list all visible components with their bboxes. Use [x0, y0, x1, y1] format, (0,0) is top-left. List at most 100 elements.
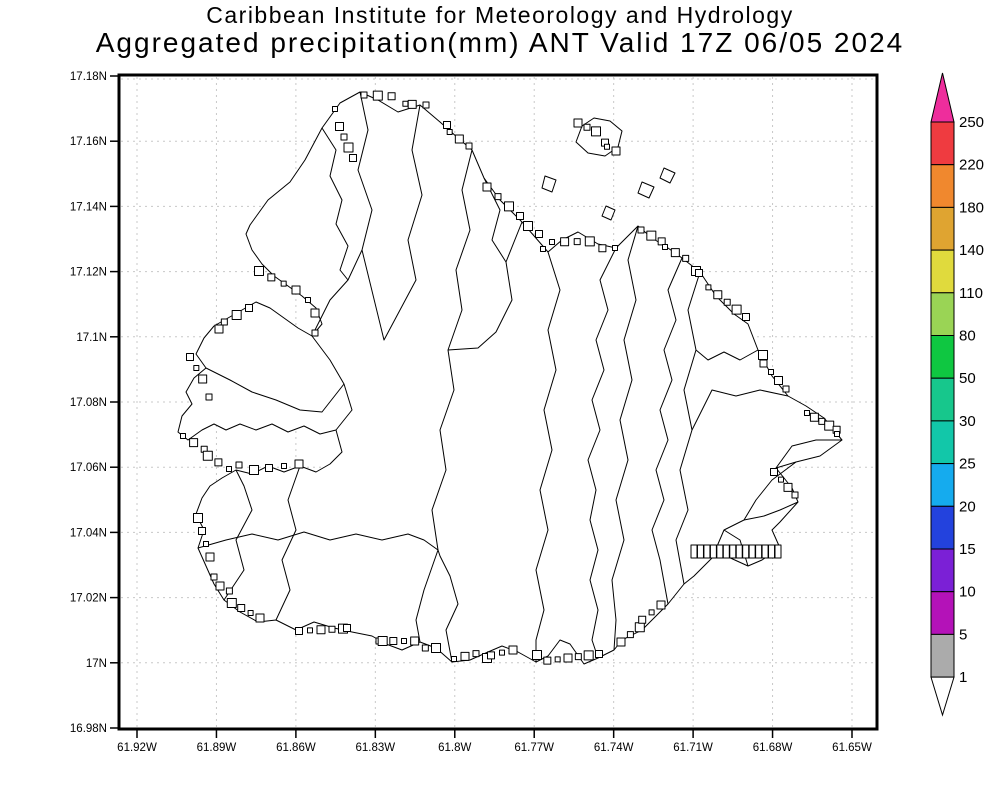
- plot-title-institution: Caribbean Institute for Meteorology and …: [206, 2, 794, 28]
- islet: [659, 167, 676, 184]
- coastal-cell: [205, 552, 215, 562]
- y-tick-label: 17.02N: [70, 593, 107, 605]
- coastal-cell: [189, 438, 199, 448]
- coastal-cell: [612, 245, 618, 251]
- coastal-cell: [804, 410, 810, 416]
- watershed-boundary: [275, 465, 301, 621]
- coastal-cell: [265, 464, 273, 472]
- coastal-cell: [742, 313, 750, 321]
- colorbar-label: 80: [959, 328, 976, 345]
- y-tick-label: 16.98N: [70, 723, 107, 735]
- watershed-boundary: [535, 251, 561, 662]
- coastal-cell: [646, 230, 657, 241]
- x-tick-label: 61.86W: [276, 742, 316, 754]
- coastal-cell: [638, 615, 647, 624]
- coastal-cell: [446, 129, 453, 135]
- coastal-cell: [774, 544, 782, 559]
- coastal-cell: [311, 329, 319, 337]
- coastal-cell: [778, 476, 784, 483]
- coastal-cell: [202, 450, 213, 461]
- coastal-cell: [307, 627, 313, 634]
- watershed-boundary: [197, 531, 439, 551]
- x-tick-label: 61.68W: [753, 742, 793, 754]
- colorbar-box: [930, 463, 955, 507]
- coastal-cell: [508, 645, 518, 655]
- x-tick-label: 61.65W: [832, 742, 872, 754]
- coastal-cell: [431, 643, 441, 653]
- watershed-boundary: [223, 469, 253, 601]
- watershed-boundary: [695, 349, 759, 361]
- colorbar-box: [930, 420, 955, 465]
- coastal-cell: [451, 656, 457, 662]
- colorbar-under-arrow: [930, 676, 955, 717]
- coastal-cell: [294, 459, 304, 469]
- coastal-cell: [535, 230, 543, 238]
- colorbar-label: 50: [959, 370, 976, 387]
- coastal-cell: [755, 544, 763, 559]
- coastal-cell: [722, 544, 730, 559]
- coastal-cell: [254, 266, 264, 276]
- coastal-cell: [377, 636, 388, 646]
- colorbar-label: 30: [959, 413, 976, 430]
- coastal-cell: [809, 412, 819, 422]
- coastal-cell: [742, 544, 750, 559]
- coastal-cell: [231, 310, 242, 320]
- watershed-boundary: [775, 439, 842, 469]
- x-tick-label: 61.89W: [197, 742, 237, 754]
- colorbar-box: [930, 633, 955, 678]
- coastal-cell: [220, 318, 228, 326]
- watershed-boundary: [447, 221, 523, 351]
- watershed-boundary: [691, 389, 789, 431]
- coastal-cell: [768, 369, 774, 375]
- watershed-boundary: [723, 461, 797, 531]
- watershed-boundary: [483, 177, 507, 263]
- coastal-cell: [401, 638, 407, 644]
- coastal-cell: [783, 482, 793, 492]
- coastal-cell: [443, 121, 451, 129]
- coastal-cell: [648, 609, 655, 616]
- colorbar-box: [930, 505, 955, 550]
- x-tick-label: 61.8W: [438, 742, 471, 754]
- coastal-cell: [774, 376, 783, 385]
- coastal-cell: [695, 269, 703, 277]
- coastal-cell: [335, 122, 344, 131]
- coastal-cell: [487, 651, 495, 660]
- coastal-cell: [595, 650, 603, 658]
- coastal-cell: [421, 644, 429, 652]
- coastal-cell: [723, 298, 731, 306]
- colorbar-label: 110: [959, 285, 983, 302]
- coastal-cell: [591, 126, 601, 137]
- watershed-boundary: [587, 247, 617, 659]
- colorbar-box: [930, 591, 955, 635]
- coastal-cell: [310, 308, 320, 318]
- colorbar-label: 20: [959, 498, 976, 515]
- coastal-cell: [670, 248, 680, 258]
- island-outline: [177, 91, 843, 665]
- watershed-boundary: [361, 104, 423, 341]
- plot-frame: [117, 73, 879, 731]
- coastal-cell: [583, 650, 594, 661]
- coastal-cell: [604, 143, 610, 150]
- coastal-cell: [662, 244, 668, 250]
- watershed-boundary: [651, 257, 683, 605]
- coastal-cell: [214, 324, 224, 334]
- colorbar-box: [930, 377, 955, 422]
- coastal-cell: [758, 350, 768, 360]
- coastal-cell: [523, 221, 533, 231]
- colorbar-label: 250: [959, 114, 984, 131]
- coastal-cell: [611, 146, 621, 156]
- coastal-cell: [574, 653, 582, 661]
- colorbar-box: [930, 121, 955, 166]
- coastal-cell: [407, 99, 417, 109]
- watershed-boundary: [311, 91, 373, 337]
- coastal-cell: [729, 544, 737, 559]
- coastal-cell: [705, 284, 712, 291]
- coastal-cell: [504, 201, 514, 212]
- coastal-cell: [226, 466, 232, 472]
- plot-title-product: Aggregated precipitation(mm) ANT Valid 1…: [95, 27, 905, 58]
- coastal-cell: [482, 182, 492, 192]
- coastal-cell: [186, 353, 194, 361]
- coastal-cell: [460, 651, 470, 661]
- colorbar-label: 220: [959, 157, 984, 174]
